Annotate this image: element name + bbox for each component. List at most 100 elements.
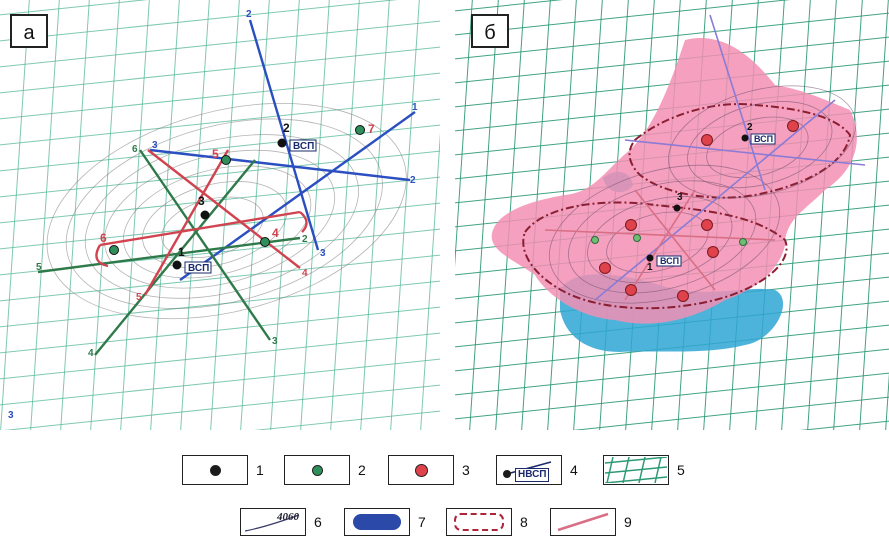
green-well [739, 238, 747, 246]
profile-line [94, 159, 256, 356]
red-profiles-a [95, 149, 308, 296]
profile-line [147, 149, 301, 269]
red-well [625, 219, 637, 231]
well-number: 5 [212, 147, 219, 161]
legend-item-7: 7 [344, 508, 426, 536]
profile-line [248, 19, 320, 251]
well-number: 1 [647, 262, 653, 273]
well-number: 7 [368, 122, 375, 136]
red-well [625, 284, 637, 296]
legend-number: 6 [314, 514, 322, 530]
legend-swatch [550, 508, 616, 536]
profile-line [634, 189, 716, 291]
black-well [741, 134, 749, 142]
profile-line-icon [557, 512, 609, 532]
legend-swatch [446, 508, 512, 536]
legend-item-8: 8 [446, 508, 528, 536]
legend-number: 5 [677, 462, 685, 478]
legend-item-5: 5 [603, 455, 685, 485]
green-well [221, 155, 231, 165]
profile-line [709, 14, 766, 191]
red-well [701, 134, 713, 146]
panel-a-label: а [10, 14, 48, 48]
black-well-icon [209, 464, 221, 476]
red-well [707, 246, 719, 258]
panel-a-map: ВСП ВСП 2 1 2 3 3 2 3 1 7 5 6 4 5 2 6 3 … [0, 0, 440, 430]
isoline-value: 4060 [277, 511, 299, 523]
black-well [673, 204, 681, 212]
isolines-a [46, 102, 407, 320]
legend-item-4: НВСП 4 [496, 455, 578, 485]
profile-number: 3 [320, 248, 326, 259]
profile-number: 3 [8, 410, 14, 421]
green-well [591, 236, 599, 244]
profile-number: 2 [410, 175, 416, 186]
well-number: 3 [198, 194, 205, 208]
wells-a [109, 125, 365, 270]
isolines-b [548, 85, 857, 304]
profile-line [149, 148, 411, 182]
panel-b-label: б [471, 14, 509, 48]
profile-number: 2 [302, 234, 308, 245]
well-number: 3 [677, 192, 683, 203]
blue-zone-icon [353, 514, 401, 530]
red-well [701, 219, 713, 231]
contour-boundary [522, 201, 788, 310]
wells-b [591, 120, 799, 302]
profile-numbers-b: 2 3 1 [647, 122, 753, 273]
profile-number: 2 [246, 9, 252, 20]
legend-swatch: 4060 [240, 508, 306, 536]
legend-swatch [344, 508, 410, 536]
legend-item-2: 2 [284, 455, 366, 485]
green-well [109, 245, 119, 255]
black-well [172, 260, 182, 270]
isoline-icon [244, 514, 300, 532]
legend-swatch [182, 455, 248, 485]
panel-b-map: ВСП ВСП 2 3 1 б [455, 0, 889, 430]
profile-number: 3 [152, 140, 158, 151]
red-well-icon [414, 463, 428, 477]
profile-number: 5 [36, 262, 42, 273]
contour-boundary [628, 103, 852, 199]
vsp-tag: ВСП [188, 263, 209, 274]
pink-area [491, 38, 857, 324]
legend-item-3: 3 [388, 455, 470, 485]
profile-numbers-a: 2 1 2 3 3 2 3 1 7 5 6 4 5 2 6 3 4 5 4 3 [8, 9, 418, 421]
well-number: 2 [747, 122, 753, 133]
red-well [599, 262, 611, 274]
well-tags-a: ВСП ВСП [184, 139, 317, 274]
profile-number: 4 [88, 348, 94, 359]
profile-number: 3 [272, 336, 278, 347]
grid-icon [605, 457, 667, 483]
legend-swatch [388, 455, 454, 485]
profile-line [99, 210, 301, 247]
green-well [260, 237, 270, 247]
legend-swatch: НВСП [496, 455, 562, 485]
profiles-b [594, 14, 866, 301]
black-well [646, 254, 654, 262]
green-well-icon [311, 464, 323, 476]
vsp-tag: ВСП [754, 134, 773, 144]
profile-line [594, 99, 836, 301]
legend-number: 1 [256, 462, 264, 478]
legend-swatch [284, 455, 350, 485]
green-well [633, 234, 641, 242]
profile-number: 5 [136, 292, 142, 303]
panel-b-canvas: ВСП ВСП 2 3 1 [455, 0, 889, 430]
legend-swatch [603, 455, 669, 485]
black-well [200, 210, 210, 220]
legend-number: 8 [520, 514, 528, 530]
red-profiles-b [544, 189, 776, 301]
legend-item-9: 9 [550, 508, 632, 536]
legend-number: 9 [624, 514, 632, 530]
well-number: 1 [178, 245, 185, 259]
vsp-label: НВСП [515, 468, 550, 482]
legend-number: 4 [570, 462, 578, 478]
legend-number: 3 [462, 462, 470, 478]
well-number: 2 [283, 121, 290, 135]
profile-number: 6 [132, 144, 138, 155]
profile-line [624, 139, 866, 166]
contour-boundary-icon [454, 513, 504, 531]
profile-curve [299, 211, 308, 233]
legend-item-6: 4060 6 [240, 508, 322, 536]
